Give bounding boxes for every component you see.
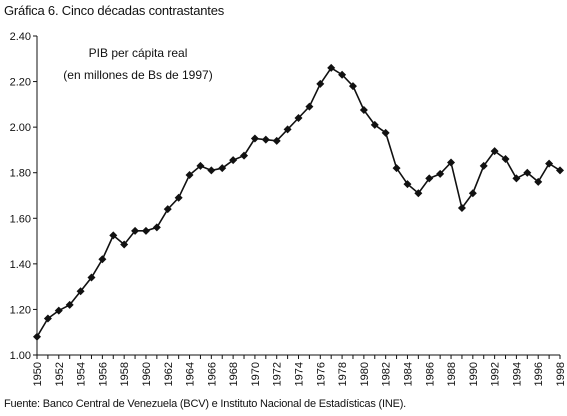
data-point [33,332,41,341]
data-point [185,170,194,179]
x-tick-label: 1986 [424,362,436,386]
x-tick-label: 1990 [468,362,480,386]
data-point [229,156,238,165]
annotation-line2: (en millones de Bs de 1997) [63,68,212,82]
data-point [196,161,205,170]
x-tick-label: 1998 [555,362,567,386]
x-tick-label: 1984 [402,362,414,386]
data-point [556,166,564,175]
x-tick-label: 1980 [359,362,371,386]
x-tick-label: 1966 [206,362,218,386]
data-point [392,164,401,173]
y-tick-label: 2.00 [10,122,31,134]
y-tick-label: 1.40 [10,259,31,271]
data-point [294,114,303,123]
x-tick-label: 1970 [250,362,262,386]
x-axis-ticks: 1950 1952 1954 1956 1958 1960 1962 1964 1966 1968… [32,355,567,386]
data-point [338,70,347,79]
data-point [436,169,445,178]
x-tick-label: 1964 [185,362,197,386]
data-point [98,255,107,264]
data-point [218,164,227,173]
data-point [163,205,172,214]
data-point [174,193,183,202]
data-point [545,159,554,168]
data-point [283,125,292,134]
x-tick-label: 1974 [294,362,306,386]
y-tick-label: 2.20 [10,77,31,89]
x-tick-label: 1988 [446,362,458,386]
data-point [131,226,140,235]
data-point [250,134,259,143]
data-point [109,231,118,240]
chart-title: Gráfica 6. Cinco décadas contrastantes [4,3,225,18]
y-tick-label: 1.80 [10,168,31,180]
data-point [381,128,390,137]
data-point [87,273,96,282]
data-point [479,161,488,170]
data-point [272,136,281,145]
chart-source: Fuente: Banco Central de Venezuela (BCV)… [4,398,407,410]
series-line [36,66,561,338]
x-tick-label: 1952 [54,362,66,386]
x-tick-label: 1958 [119,362,131,386]
x-tick-label: 1956 [97,362,109,386]
y-tick-label: 1.60 [10,213,31,225]
y-tick-label: 1.00 [10,350,31,362]
data-point [240,151,249,160]
x-tick-label: 1972 [272,362,284,386]
data-point [534,177,543,186]
data-point [370,120,379,129]
data-point [316,79,325,88]
x-tick-label: 1976 [315,362,327,386]
x-tick-label: 1954 [76,362,88,386]
y-axis-ticks: 1.00 1.20 1.40 1.60 1.80 2.00 2.20 2.40 [10,31,37,362]
data-point [141,226,150,235]
data-point [65,300,74,309]
data-point [490,147,499,156]
data-point [152,223,161,232]
annotation-line1: PIB per cápita real [89,46,188,60]
chart-axes [36,36,560,356]
data-point [403,180,412,189]
x-tick-label: 1992 [490,362,502,386]
x-tick-label: 1968 [228,362,240,386]
data-point [457,204,466,213]
data-point [305,102,314,111]
data-point [207,166,216,175]
data-point [261,135,270,144]
x-tick-label: 1950 [32,362,44,386]
x-tick-label: 1960 [141,362,153,386]
data-point [76,287,85,296]
data-point [54,306,63,315]
data-point [447,158,456,167]
data-point [327,63,336,72]
y-tick-label: 1.20 [10,304,31,316]
data-point [414,189,423,198]
data-point [468,189,477,198]
data-point [523,168,532,177]
data-point [348,82,357,91]
x-tick-label: 1982 [381,362,393,386]
x-tick-label: 1978 [337,362,349,386]
data-point [43,314,52,323]
data-point [501,155,510,164]
data-point [512,174,521,183]
series-pib-per-capita [33,63,564,341]
x-tick-label: 1962 [163,362,175,386]
x-tick-label: 1996 [533,362,545,386]
x-tick-label: 1994 [511,362,523,386]
y-tick-label: 2.40 [10,31,31,43]
data-point [120,240,129,249]
data-point [425,174,434,183]
data-point [359,106,368,115]
